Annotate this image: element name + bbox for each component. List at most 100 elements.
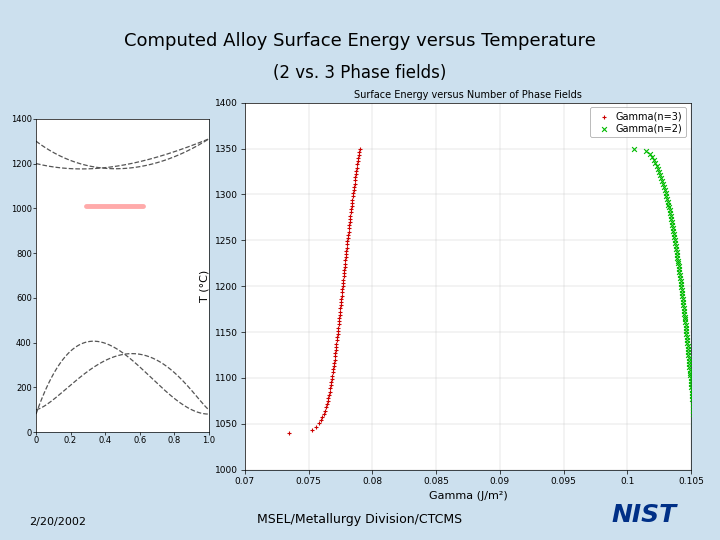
Gamma(n=2)	[661, 191, 672, 200]
Text: Computed Alloy Surface Energy versus Temperature: Computed Alloy Surface Energy versus Tem…	[124, 31, 596, 50]
Text: 2/20/2002: 2/20/2002	[29, 516, 86, 526]
Gamma(n=2)	[684, 362, 696, 371]
Gamma(n=3)	[325, 384, 336, 393]
Gamma(n=3)	[320, 403, 331, 412]
Gamma(n=2)	[687, 397, 698, 406]
Text: MSEL/Metallurgy Division/CTCMS: MSEL/Metallurgy Division/CTCMS	[258, 514, 462, 526]
Gamma(n=3)	[346, 205, 357, 214]
X-axis label: Gamma (J/m²): Gamma (J/m²)	[428, 491, 508, 501]
Gamma(n=3)	[315, 416, 326, 424]
Gamma(n=2)	[676, 286, 688, 294]
Gamma(n=3)	[346, 195, 358, 204]
Gamma(n=2)	[670, 241, 682, 250]
Gamma(n=3)	[339, 259, 351, 268]
Gamma(n=3)	[352, 157, 364, 166]
Gamma(n=2)	[675, 277, 686, 286]
Gamma(n=3)	[350, 173, 361, 181]
Gamma(n=2)	[680, 318, 691, 327]
Y-axis label: T (°C): T (°C)	[199, 270, 210, 302]
Gamma(n=2)	[677, 292, 688, 300]
Gamma(n=2)	[672, 256, 684, 265]
Gamma(n=3)	[328, 359, 340, 367]
Gamma(n=2)	[665, 209, 676, 218]
Gamma(n=3)	[343, 231, 354, 239]
Gamma(n=2)	[679, 312, 690, 321]
Gamma(n=2)	[689, 430, 701, 438]
Gamma(n=3)	[343, 227, 354, 236]
Text: NIST: NIST	[612, 503, 677, 526]
Gamma(n=2)	[680, 324, 692, 333]
Gamma(n=2)	[678, 300, 689, 309]
Gamma(n=2)	[681, 336, 693, 345]
Gamma(n=3)	[336, 285, 348, 294]
Gamma(n=3)	[325, 381, 336, 389]
Gamma(n=3)	[324, 387, 336, 396]
Gamma(n=2)	[691, 454, 703, 462]
Gamma(n=2)	[683, 359, 695, 368]
Gamma(n=3)	[342, 237, 354, 246]
Gamma(n=3)	[342, 234, 354, 242]
Gamma(n=2)	[688, 418, 700, 427]
Gamma(n=3)	[322, 397, 333, 406]
Gamma(n=3)	[333, 320, 344, 329]
Gamma(n=2)	[674, 268, 685, 276]
Gamma(n=3)	[338, 269, 350, 278]
Gamma(n=2)	[652, 165, 664, 173]
Gamma(n=3)	[328, 362, 340, 370]
Gamma(n=2)	[674, 271, 685, 280]
Gamma(n=2)	[690, 445, 702, 454]
Gamma(n=2)	[686, 389, 698, 397]
Gamma(n=2)	[685, 371, 696, 380]
Gamma(n=2)	[690, 436, 701, 444]
Gamma(n=2)	[662, 197, 673, 206]
Gamma(n=3)	[329, 352, 341, 361]
Gamma(n=2)	[669, 233, 680, 241]
Gamma(n=3)	[340, 253, 351, 261]
Gamma(n=3)	[337, 282, 348, 291]
Gamma(n=3)	[328, 365, 339, 374]
Gamma(n=3)	[344, 218, 356, 226]
Gamma(n=2)	[691, 460, 703, 468]
Gamma(n=2)	[649, 159, 661, 167]
Gamma(n=3)	[333, 323, 344, 332]
Gamma(n=2)	[686, 392, 698, 401]
Gamma(n=3)	[338, 275, 349, 284]
Gamma(n=2)	[651, 162, 662, 171]
Gamma(n=2)	[689, 427, 701, 436]
Gamma(n=3)	[306, 426, 318, 434]
Gamma(n=2)	[662, 200, 674, 209]
Gamma(n=2)	[688, 407, 699, 415]
Gamma(n=2)	[672, 259, 684, 268]
Gamma(n=2)	[657, 177, 668, 185]
Gamma(n=3)	[336, 291, 347, 300]
Gamma(n=3)	[335, 298, 346, 306]
Gamma(n=2)	[675, 274, 686, 282]
Gamma(n=2)	[690, 448, 702, 456]
Gamma(n=2)	[648, 156, 660, 165]
Gamma(n=2)	[675, 283, 687, 292]
Gamma(n=3)	[354, 147, 365, 156]
Gamma(n=3)	[338, 272, 349, 281]
Gamma(n=3)	[351, 164, 363, 172]
Gamma(n=2)	[670, 239, 681, 247]
Text: (2 vs. 3 Phase fields): (2 vs. 3 Phase fields)	[274, 64, 446, 82]
Gamma(n=3)	[331, 336, 343, 345]
Gamma(n=3)	[350, 170, 361, 178]
Gamma(n=2)	[685, 386, 697, 395]
Gamma(n=2)	[685, 380, 697, 389]
Gamma(n=3)	[326, 374, 338, 383]
Gamma(n=2)	[691, 457, 703, 465]
Gamma(n=3)	[336, 294, 347, 303]
Gamma(n=3)	[319, 407, 330, 415]
Gamma(n=3)	[330, 342, 342, 351]
Gamma(n=3)	[337, 279, 348, 287]
Gamma(n=3)	[347, 192, 359, 201]
Gamma(n=2)	[679, 315, 690, 324]
Gamma(n=2)	[688, 415, 700, 424]
Gamma(n=3)	[349, 176, 361, 185]
Gamma(n=3)	[330, 339, 342, 348]
Gamma(n=3)	[339, 262, 351, 271]
Gamma(n=3)	[284, 429, 295, 437]
Gamma(n=2)	[663, 203, 675, 212]
Gamma(n=2)	[683, 354, 695, 362]
